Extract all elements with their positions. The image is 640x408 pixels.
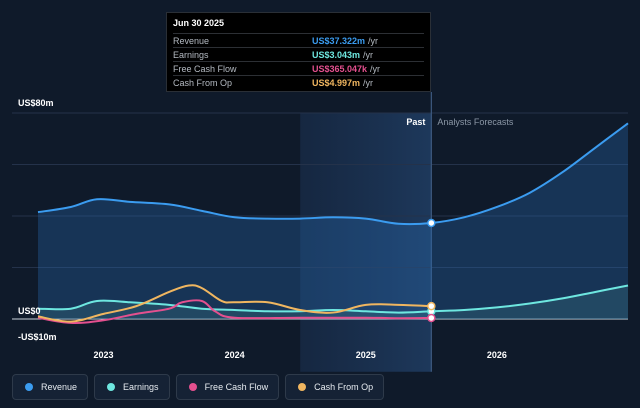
marker-cash-from-op (427, 301, 436, 311)
tooltip-value: US$365.047k (312, 63, 368, 74)
past-highlight-region (300, 113, 432, 372)
tooltip-row-revenue: Revenue US$37.322m /yr (173, 33, 424, 47)
tooltip-value: US$37.322m (312, 35, 366, 46)
tooltip-label: Free Cash Flow (173, 63, 237, 74)
tooltip-label: Revenue (173, 35, 210, 46)
tooltip-value: US$4.997m (312, 77, 361, 88)
legend-dot-icon (25, 383, 33, 391)
legend-item-free-cash-flow[interactable]: Free Cash Flow (175, 374, 280, 400)
marker-revenue (427, 218, 436, 228)
tooltip-value: US$3.043m (312, 49, 361, 60)
series-area-earnings (38, 285, 628, 319)
legend-label: Earnings (123, 382, 159, 392)
tooltip-date: Jun 30 2025 (173, 18, 225, 28)
tooltip-row-cash-from-op: Cash From Op US$4.997m /yr (173, 75, 424, 89)
series-area-revenue (38, 123, 628, 319)
legend-item-revenue[interactable]: Revenue (12, 374, 89, 400)
marker-free-cash-flow (427, 313, 436, 323)
tooltip-unit: /yr (363, 49, 374, 60)
y-label-bottom: -US$10m (18, 332, 57, 342)
legend-item-cash-from-op[interactable]: Cash From Op (285, 374, 385, 400)
legend-dot-icon (107, 383, 116, 391)
legend-label: Free Cash Flow (204, 382, 269, 392)
legend-item-earnings[interactable]: Earnings (94, 374, 170, 400)
legend-label: Revenue (41, 382, 78, 392)
x-tick-label: 2023 (94, 350, 114, 360)
forecast-label: Analysts Forecasts (437, 117, 514, 127)
legend-label: Cash From Op (314, 382, 374, 392)
tooltip-unit: /yr (363, 77, 374, 88)
x-tick-label: 2025 (356, 350, 376, 360)
tooltip-unit: /yr (370, 63, 381, 74)
tooltip-label: Cash From Op (173, 77, 233, 88)
tooltip-label: Earnings (173, 49, 209, 60)
tooltip: Jun 30 2025 Revenue US$37.322m /yr Earni… (166, 12, 431, 92)
series-line-earnings (37, 284, 629, 314)
tooltip-unit: /yr (368, 35, 379, 46)
legend-dot-icon (298, 383, 307, 391)
series-line-cash-from-op (37, 284, 432, 323)
legend-dot-icon (188, 383, 197, 391)
x-tick-label: 2026 (487, 350, 507, 360)
y-label-zero: US$0 (18, 306, 41, 316)
x-tick-label: 2024 (225, 350, 245, 360)
legend: Revenue Earnings Free Cash Flow Cash Fro… (12, 374, 385, 400)
series-line-free-cash-flow (37, 299, 432, 324)
past-label: Past (406, 117, 425, 127)
tooltip-row-free-cash-flow: Free Cash Flow US$365.047k /yr (173, 61, 424, 75)
tooltip-row-earnings: Earnings US$3.043m /yr (173, 47, 424, 61)
series-line-revenue (37, 122, 629, 226)
y-label-top: US$80m (18, 98, 54, 108)
